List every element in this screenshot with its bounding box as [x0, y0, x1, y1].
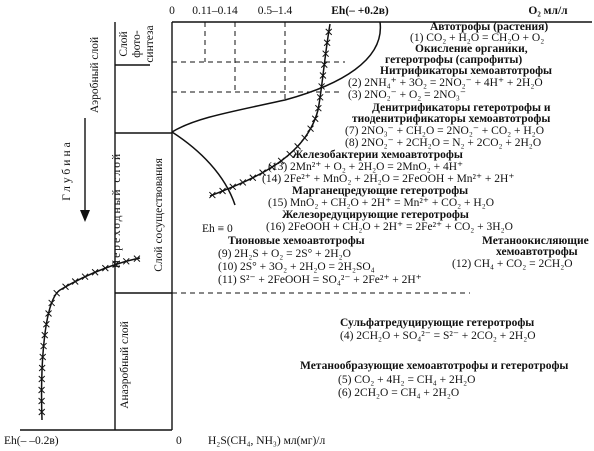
cross-mark [323, 39, 331, 47]
eh-zero: Eh ≡ 0 [202, 223, 233, 235]
cross-mark [277, 157, 285, 165]
cross-mark [38, 386, 45, 394]
top-label: Eh(– +0.2в) [331, 5, 389, 17]
cross-mark [239, 179, 247, 186]
bottom-label: 0 [176, 435, 182, 447]
cross-mark [38, 375, 46, 383]
h2s-curve [171, 131, 236, 206]
cross-mark [316, 93, 324, 101]
reaction: (6) 2CH₂O = CH₄ + 2H₂O [338, 387, 459, 399]
cross-mark [294, 143, 301, 150]
cross-mark [314, 104, 322, 112]
top-label: 0 [169, 5, 175, 17]
group-title: Железоредуцирующие гетеротрофы [282, 209, 469, 221]
group-title: хемоавтотрофы [496, 246, 578, 258]
cross-mark [91, 268, 99, 276]
reaction: (5) CO₂ + 4H₂ = CH₄ + 2H₂O [338, 374, 475, 386]
reaction: (8) 2NO₂⁻ + 2CH₂O = N₂ + 2CO₂ + 2H₂O [345, 137, 541, 149]
cross-mark [38, 408, 46, 416]
reaction: (12) CH₄ + CO₂ = 2CH₂O [452, 258, 573, 270]
cross-mark [307, 125, 314, 133]
group-title: тиоденитрификаторы хемоавтотрофы [352, 113, 550, 125]
cross-mark [219, 187, 226, 195]
cross-mark [62, 283, 69, 291]
cross-mark [311, 115, 319, 123]
reaction-blocks: Автотрофы (растения)(1) CO₂ + H₂O = CH₂O… [218, 21, 589, 399]
top-label: 0.5–1.4 [258, 5, 293, 17]
cross-mark [112, 261, 120, 268]
cross-mark [71, 278, 79, 285]
layer-label: Глубина [61, 139, 73, 200]
eh-curve [40, 257, 141, 421]
cross-mark [301, 134, 309, 142]
cross-mark [268, 163, 276, 171]
top-label: 0.11–0.14 [192, 5, 238, 17]
group-title: Сульфатредуцирующие гетеротрофы [340, 317, 534, 329]
cross-mark [81, 273, 89, 281]
cross-mark [209, 191, 216, 199]
group-title: гетеротрофы (сапрофиты) [385, 54, 522, 66]
reaction: (15) MnO₂ + CH₂O + 2H⁺ = Mn²⁺ + CO₂ + H₂… [268, 197, 494, 209]
layer-label: фото- [131, 30, 143, 58]
cross-mark [43, 320, 50, 328]
reaction: (14) 2Fe²⁺ + MnO₂ + 2H₂O = 2FeOOH + Mn²⁺… [262, 173, 514, 185]
cross-mark [322, 50, 330, 58]
oxygen-curve [171, 21, 382, 133]
cross-mark [39, 353, 47, 361]
cross-mark [48, 299, 56, 307]
bottom-label: H₂S(CH₄, NH₃) мл(мг)/л [208, 435, 325, 447]
layer-label: Переходный слой [111, 152, 123, 268]
group-title: Метанообразующие хемоавтотрофы и гетерот… [300, 360, 568, 372]
group-title: Марганецредующие гетеротрофы [292, 185, 468, 197]
layer-label: Аэробный слой [89, 37, 101, 113]
layer-label: синтеза [144, 25, 156, 62]
reaction: (3) 2NO₂⁻ + O₂ = 2NO₃⁻ [348, 89, 466, 101]
reaction: (4) 2CH₂O + SO₄²⁻ = S²⁻ + 2CO₂ + 2H₂O [340, 330, 536, 342]
reaction: (11) S²⁻ + 2FeOOH = SO₄²⁻ + 2Fe²⁺ + 2H⁺ [218, 274, 422, 286]
arrow-head [80, 210, 90, 222]
eh-curve [209, 23, 331, 197]
cross-mark [122, 257, 130, 265]
cross-mark [325, 28, 333, 36]
reaction: (1) CO₂ + H₂O = CH₂O + O₂ [410, 32, 544, 44]
bottom-label: Eh(– –0.2в) [4, 435, 59, 447]
cross-mark [249, 174, 257, 182]
cross-mark [259, 169, 266, 177]
layer-label: Слой [118, 31, 130, 56]
group-title: Железобактерии хемоавтотрофы [292, 149, 463, 161]
group-title: Окисление органики, [415, 43, 528, 55]
cross-mark [41, 331, 49, 339]
reaction: (13) 2Mn²⁺ + O₂ + 2H₂O = 2MnO₂ + 4H⁺ [268, 161, 463, 173]
cross-mark [319, 72, 327, 79]
layer-label: Анаэробный слой [119, 321, 131, 409]
cross-mark [318, 83, 325, 90]
reaction: (9) 2H₂S + O₂ = 2S° + 2H₂O [218, 248, 351, 260]
cross-mark [133, 255, 141, 263]
reaction: (7) 2NO₃⁻ + CH₂O = 2NO₂⁻ + CO₂ + H₂O [345, 125, 544, 137]
cross-mark [101, 264, 109, 272]
cross-mark [45, 310, 52, 317]
reaction: (10) 2S° + 3O₂ + 2H₂O = 2H₂SO₄ [218, 261, 375, 273]
layer-label: Слой сосуществования [153, 158, 165, 272]
cross-mark [40, 342, 47, 350]
cross-mark [38, 364, 46, 372]
cross-mark [286, 150, 294, 158]
cross-mark [53, 289, 61, 297]
reaction: (2) 2NH₄⁺ + 3O₂ = 2NO₂⁻ + 4H⁺ + 2H₂O [348, 77, 543, 89]
group-title: Автотрофы (растения) [430, 21, 548, 33]
group-title: Нитрификаторы хемоавтотрофы [380, 65, 552, 77]
group-title: Метаноокисляющие [482, 235, 589, 247]
cross-mark [229, 183, 237, 191]
top-label: O₂ мл/л [528, 5, 568, 17]
group-title: Денитрификаторы гетеротрофы и [372, 102, 551, 114]
group-title: Тионовые хемоавтотрофы [228, 235, 365, 247]
reaction: (16) 2FeOOH + CH₂O + 2H⁺ = 2Fe²⁺ + CO₂ +… [266, 221, 513, 233]
cross-mark [38, 397, 45, 405]
cross-mark [320, 61, 328, 68]
